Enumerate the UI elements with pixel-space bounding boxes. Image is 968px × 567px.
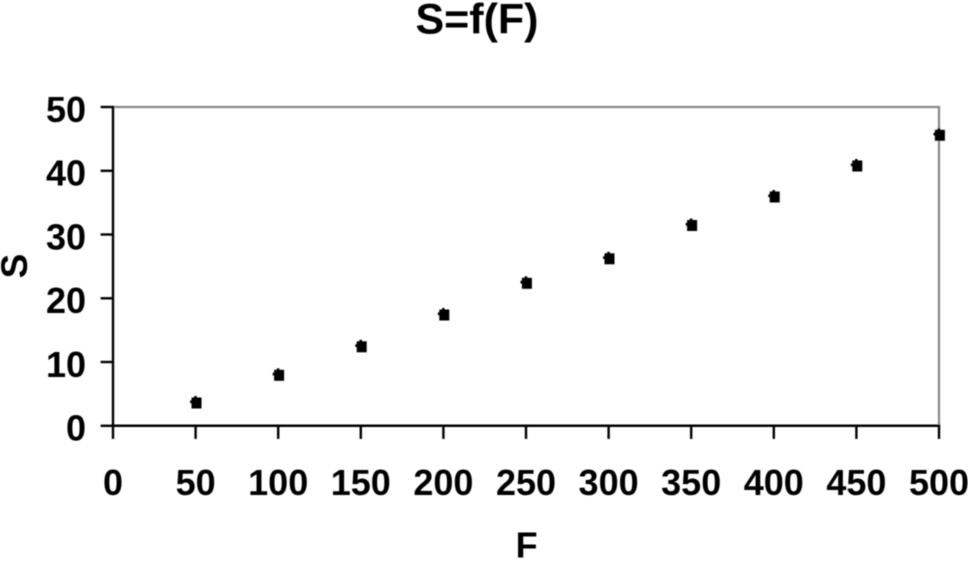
svg-text:0: 0 [66, 408, 86, 449]
svg-text:300: 300 [579, 462, 639, 503]
svg-text:F: F [516, 524, 538, 565]
svg-text:350: 350 [661, 462, 721, 503]
svg-text:50: 50 [176, 462, 216, 503]
svg-text:150: 150 [331, 462, 391, 503]
svg-text:S: S [0, 254, 35, 279]
svg-text:S=f(F): S=f(F) [415, 0, 538, 44]
svg-text:10: 10 [46, 344, 86, 385]
svg-text:0: 0 [103, 462, 123, 503]
svg-text:20: 20 [46, 280, 86, 321]
svg-text:250: 250 [496, 462, 556, 503]
svg-text:30: 30 [46, 216, 86, 257]
svg-text:50: 50 [46, 89, 86, 130]
svg-text:400: 400 [744, 462, 804, 503]
svg-text:200: 200 [413, 462, 473, 503]
svg-text:500: 500 [909, 462, 968, 503]
svg-text:40: 40 [46, 153, 86, 194]
svg-text:100: 100 [248, 462, 308, 503]
svg-text:450: 450 [826, 462, 886, 503]
